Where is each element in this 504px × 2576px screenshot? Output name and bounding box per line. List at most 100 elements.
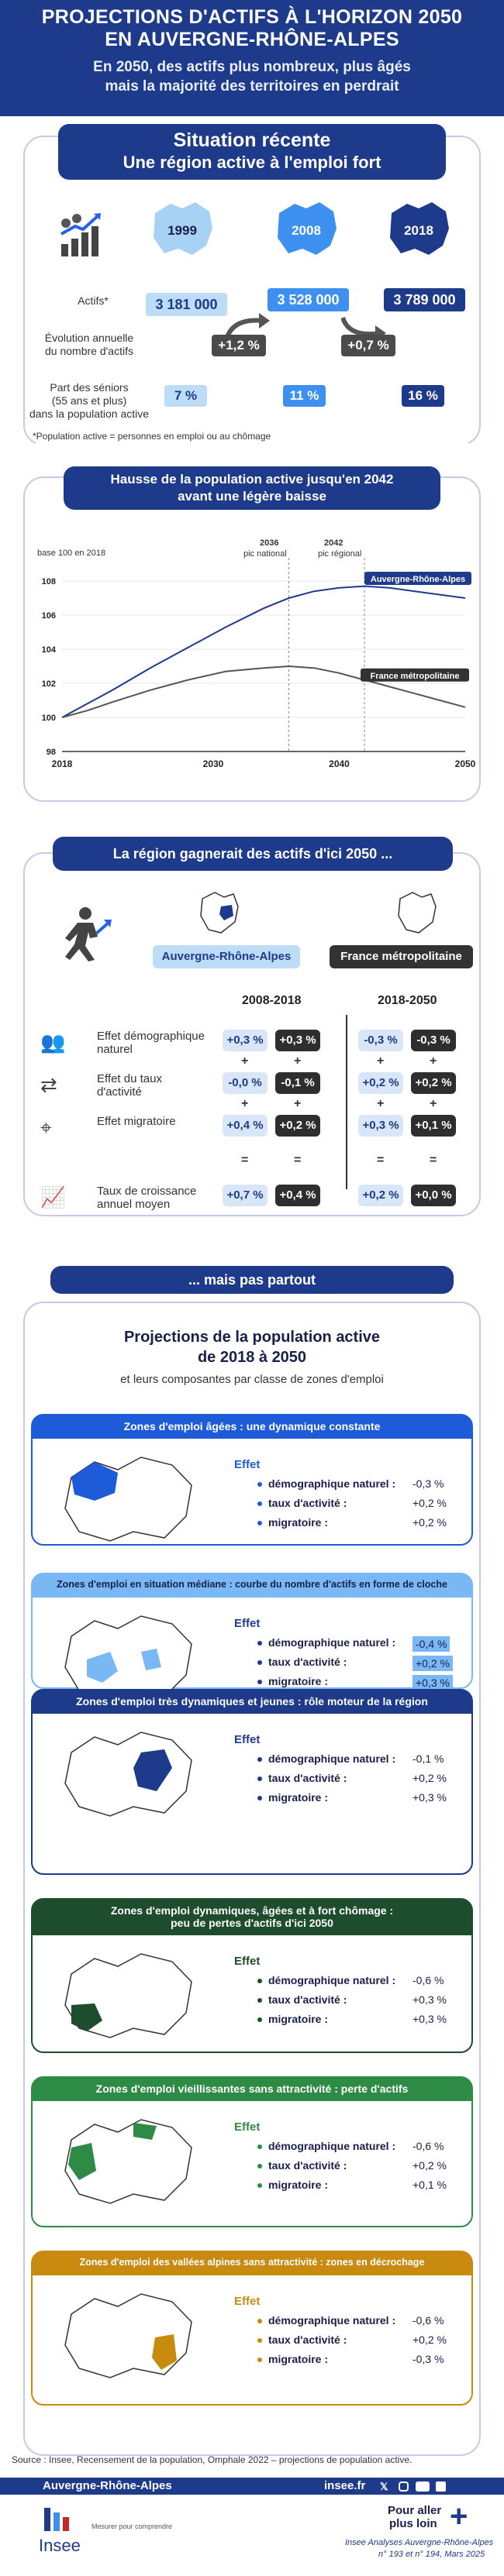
youtube-icon[interactable] [416, 2481, 430, 2492]
series-label-bg [361, 668, 469, 682]
series-label: France métropolitaine [371, 672, 460, 681]
effet-row-label: taux d'activité : [268, 2334, 347, 2346]
bullet-icon [257, 1501, 262, 1507]
gain-value: +0,2 % [275, 1115, 320, 1137]
zone-title: Zones d'emploi des vallées alpines sans … [33, 2252, 471, 2275]
gain-row-label-2: naturel [97, 1043, 133, 1056]
evol-label-1: Évolution annuelle [44, 332, 134, 344]
effet-row: démographique naturel : -0,4 % [257, 1636, 459, 1652]
effet-row: migratoire : +0,3 % [257, 2013, 459, 2025]
bullet-icon [257, 2183, 262, 2189]
seniors-label-2: (55 ans et plus) [51, 394, 127, 407]
more-info-line1: Pour aller [388, 2504, 442, 2517]
bullet-icon [257, 2017, 262, 2023]
gain-value: +0,3 % [358, 1115, 403, 1137]
gain-value: +0,3 % [275, 1030, 320, 1051]
projections-subtitle: et leurs composantes par classe de zones… [120, 1373, 384, 1386]
zone-title-line1: Zones d'emploi dynamiques, âgées et à fo… [110, 1904, 394, 1917]
bullet-icon [257, 1796, 262, 1801]
effet-label: Effet [234, 1617, 261, 1630]
plus-sign: + [377, 1054, 385, 1068]
source-note: Source : Insee, Recensement de la popula… [12, 2454, 413, 2465]
effet-row: migratoire : +0,3 % [257, 1791, 459, 1804]
effet-row-label: migratoire : [268, 1516, 329, 1529]
zone-title: Zones d'emploi vieillissantes sans attra… [33, 2078, 471, 2101]
bullet-icon [257, 1521, 262, 1526]
insee-tagline: Mesurer pour comprendre [91, 2523, 173, 2530]
gain-value: +0,4 % [275, 1185, 320, 1206]
map-france-icon [398, 892, 437, 934]
effet-row-label: démographique naturel : [268, 1477, 396, 1490]
effet-row-label: taux d'activité : [268, 1772, 347, 1784]
chart-card-border [23, 476, 481, 802]
effet-row-label: taux d'activité : [268, 1656, 347, 1668]
projections-title-line2: de 2018 à 2050 [197, 1349, 307, 1366]
more-info-line2: plus loin [389, 2517, 437, 2530]
zone-card: Zones d'emploi vieillissantes sans attra… [31, 2076, 473, 2227]
x-social-icon[interactable]: 𝕏 [380, 2481, 388, 2492]
france-label: France métropolitaine [330, 945, 473, 968]
plus-sign: + [430, 1097, 437, 1110]
year-2018-label: 2018 [404, 223, 433, 238]
effet-row-value: +0,3 % [413, 1993, 447, 2006]
bullet-icon [257, 1641, 262, 1646]
equals-sign: = [377, 1154, 385, 1167]
actifs-2018-value: 3 789 000 [384, 288, 465, 311]
series-label: Auvergne-Rhône-Alpes [371, 575, 465, 584]
gain-value: +0,2 % [358, 1072, 403, 1094]
gain-row-label-2: annuel moyen [97, 1198, 171, 1211]
gain-value: -0,0 % [223, 1072, 268, 1094]
plus-sign: + [294, 1097, 302, 1110]
effet-row-value: -0,6 % [413, 2140, 444, 2152]
zone-map-icon [64, 1732, 192, 1817]
footer-site-link[interactable]: insee.fr [324, 2479, 366, 2492]
zone-title-line1: Zones d'emploi très dynamiques et jeunes… [76, 1695, 428, 1708]
effet-row-value: -0,3 % [413, 1477, 444, 1490]
bullet-icon [257, 1998, 262, 2003]
period-2008-2018: 2008-2018 [242, 994, 302, 1007]
instagram-icon[interactable] [399, 2481, 409, 2492]
effet-row-value: -0,4 % [413, 1636, 450, 1652]
seniors-label-3: dans la population active [29, 408, 150, 420]
effet-row-label: migratoire : [268, 2179, 329, 2191]
growth-rate-icon: 📈 [40, 1185, 66, 1209]
bullet-icon [257, 1680, 262, 1685]
effet-row-label: migratoire : [268, 2353, 329, 2365]
zone-title: Zones d'emploi en situation médiane : co… [33, 1574, 471, 1598]
effet-row-label: démographique naturel : [268, 1752, 396, 1765]
zone-title-line1: Zones d'emploi âgées : une dynamique con… [123, 1420, 381, 1432]
y-tick-label: 98 [47, 748, 56, 757]
zone-card: Zones d'emploi des vallées alpines sans … [31, 2251, 473, 2406]
effet-row-value: +0,2 % [413, 1656, 453, 1671]
effet-row: démographique naturel : -0,6 % [257, 1974, 459, 1986]
effet-label: Effet [234, 1733, 261, 1746]
equals-sign: = [430, 1154, 437, 1167]
effet-row: taux d'activité : +0,2 % [257, 1772, 459, 1784]
person-climbing-icon [65, 907, 112, 961]
publication-ref-1[interactable]: Insee Analyses Auvergne-Rhône-Alpes [345, 2538, 494, 2547]
effet-row-value: +0,3 % [413, 2013, 447, 2025]
situation-title: Situation récente Une région active à l'… [58, 124, 446, 180]
y-tick-label: 100 [42, 714, 56, 723]
line-chart: 98 100 102 104 106 108 2018 2030 2040 2050 Auvergn… [42, 558, 476, 769]
chart-section-title: Hausse de la population active jusqu'en … [64, 466, 440, 510]
series-line [61, 585, 466, 718]
effet-row: migratoire : +0,3 % [257, 1675, 459, 1690]
effet-row-value: -0,6 % [413, 1974, 444, 1986]
effet-row-value: +0,3 % [413, 1791, 447, 1804]
bullet-icon [257, 1776, 262, 1782]
zone-title: Zones d'emploi dynamiques, âgées et à fo… [33, 1900, 471, 1935]
bullet-icon [257, 2338, 262, 2344]
linkedin-icon[interactable] [436, 2481, 446, 2492]
bullet-icon [257, 2358, 262, 2363]
effet-label: Effet [234, 1458, 261, 1471]
bullet-icon [257, 1660, 262, 1666]
map-2008-icon [278, 202, 337, 255]
gain-value: +0,7 % [223, 1185, 268, 1206]
actifs-1999-value: 3 181 000 [146, 293, 227, 316]
zone-title-line2: peu de pertes d'actifs d'ici 2050 [171, 1917, 333, 1929]
y-tick-label: 108 [42, 577, 56, 586]
effet-row-label: démographique naturel : [268, 1636, 396, 1649]
population-active-note: *Population active = personnes en emploi… [33, 431, 271, 442]
effet-row-value: +0,1 % [413, 2179, 447, 2191]
